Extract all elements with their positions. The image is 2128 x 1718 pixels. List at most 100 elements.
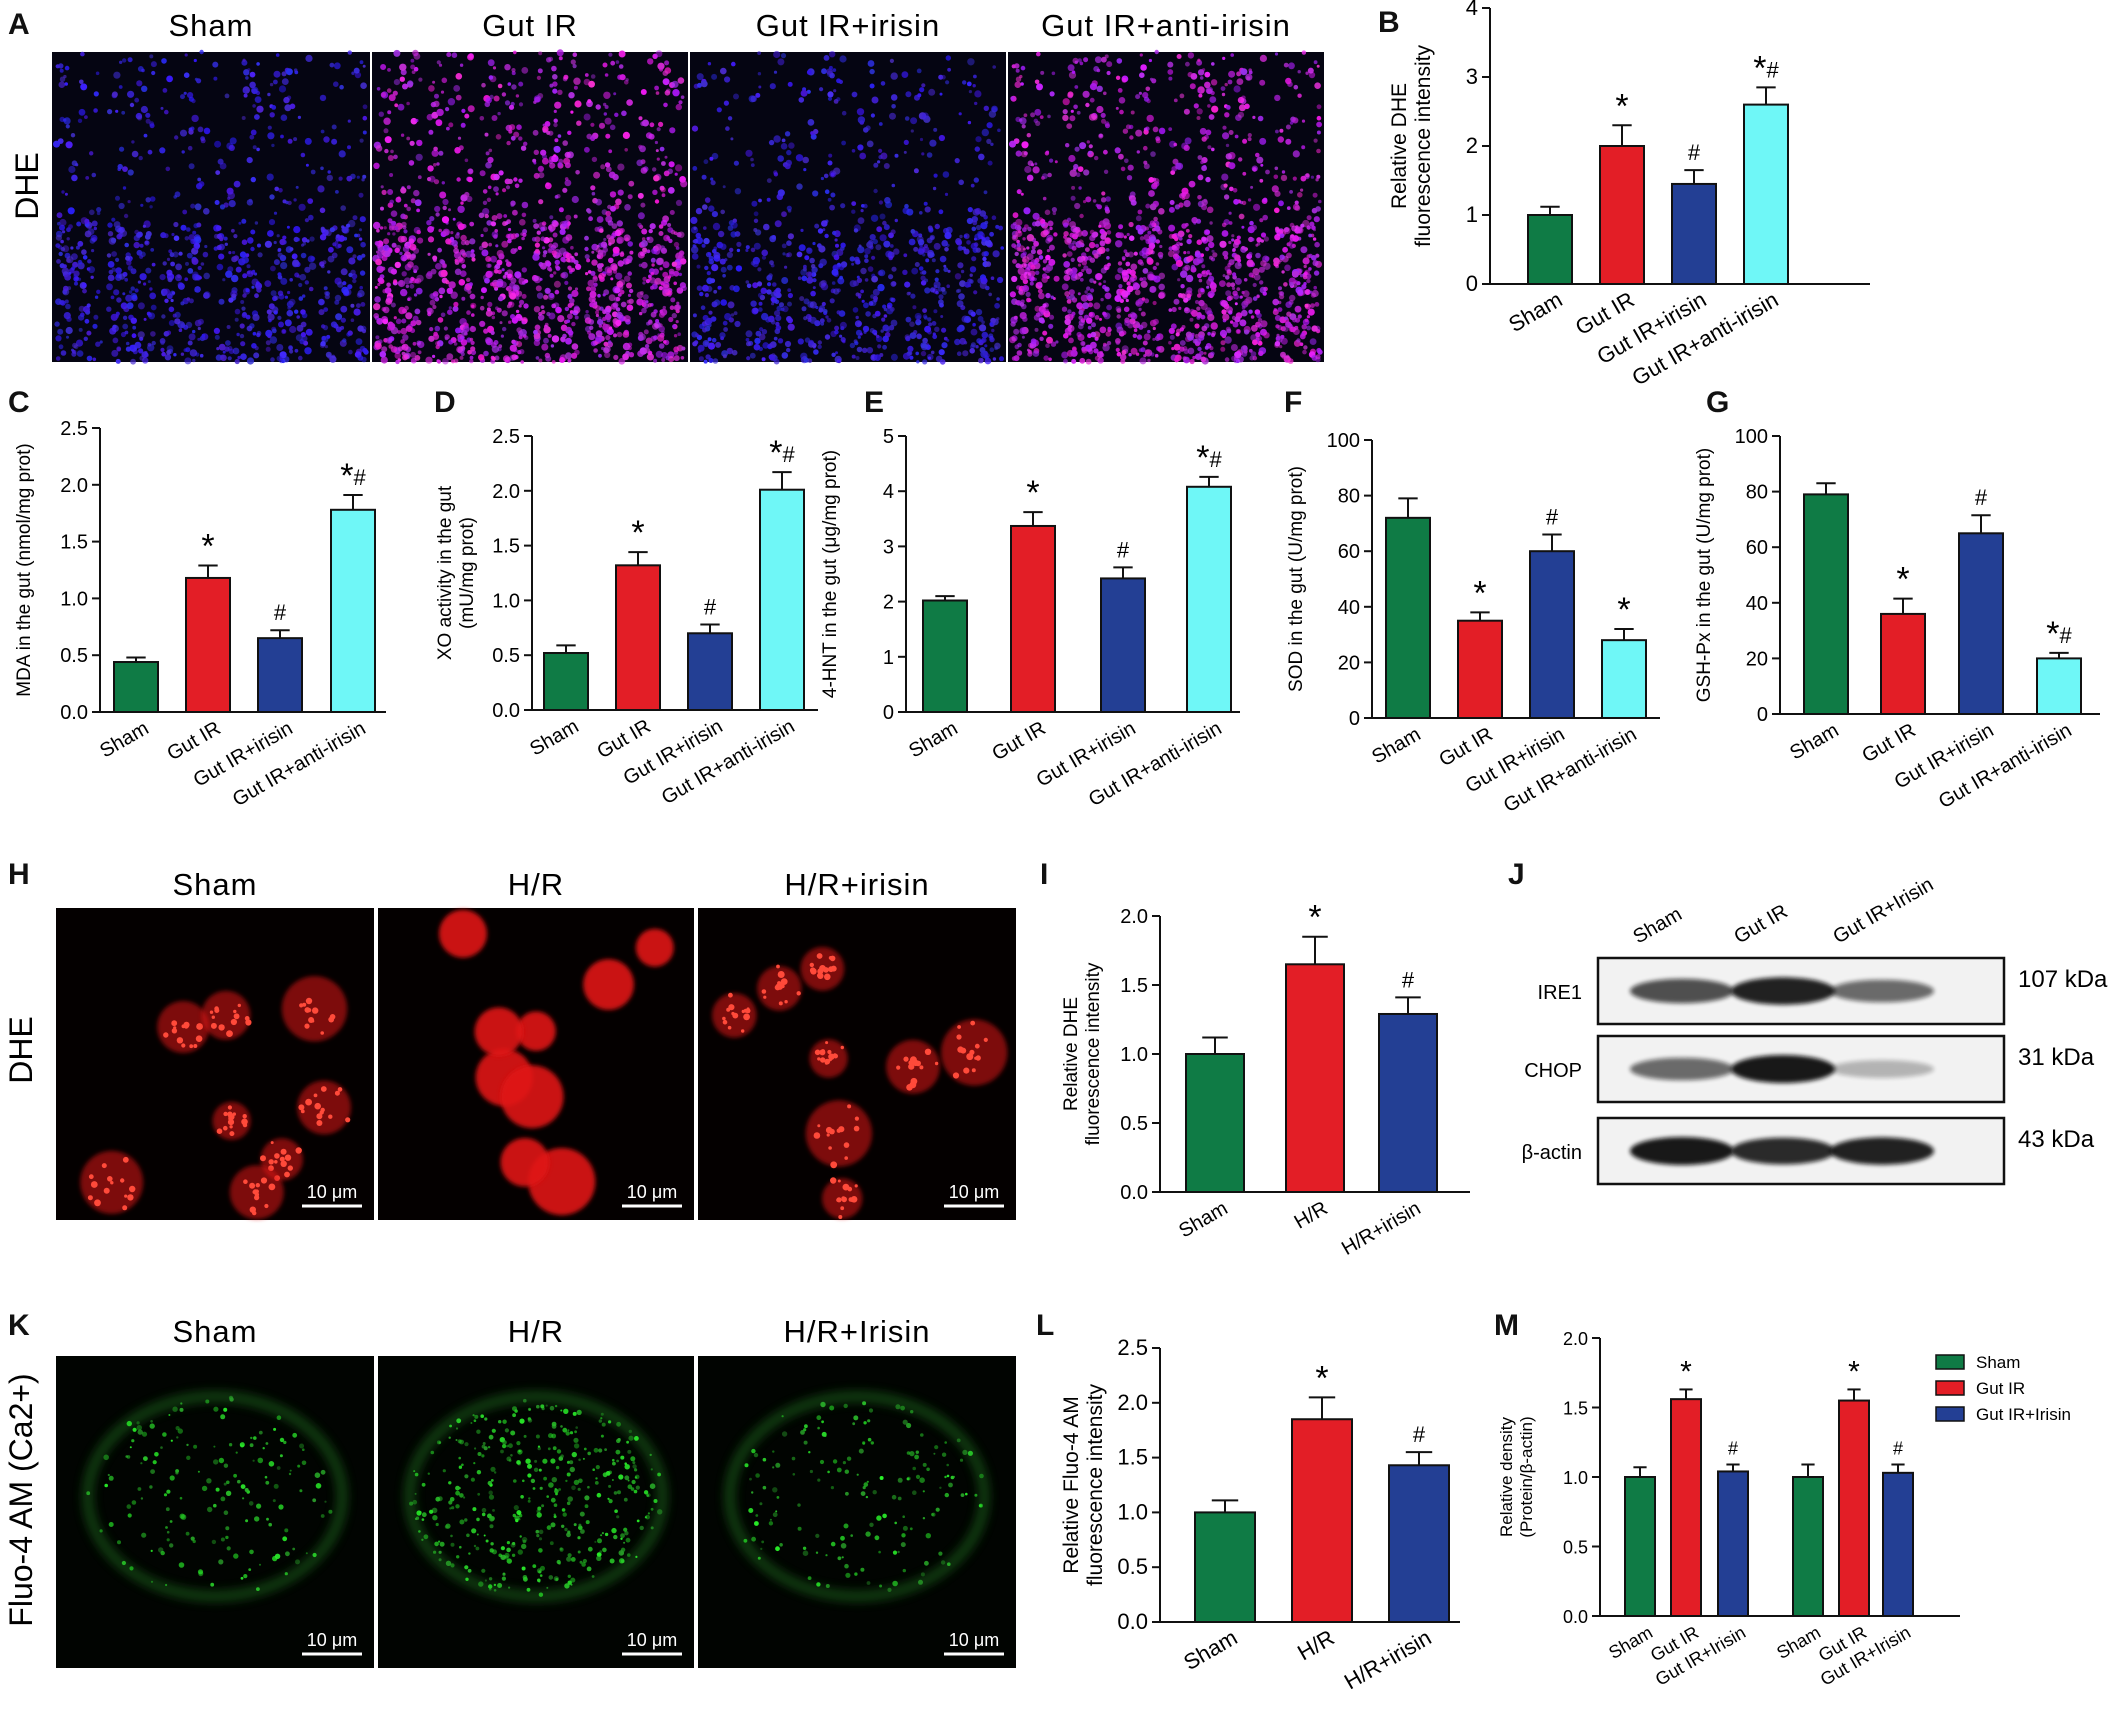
nucleus [938,209,944,215]
nucleus [447,98,456,106]
nucleus [757,72,762,76]
nucleus [1096,105,1104,114]
nucleus [994,342,1001,350]
nucleus [1302,257,1310,265]
nucleus [831,281,836,285]
nucleus [267,313,275,321]
nucleus [1222,250,1229,257]
nucleus [1026,297,1031,303]
nucleus [346,175,353,182]
nucleus [324,345,328,349]
nucleus [71,174,78,182]
fluo-dot [103,1454,109,1461]
nucleus [1275,335,1281,341]
cell-granule [728,1004,735,1011]
nucleus [1155,138,1161,144]
nucleus [288,298,296,306]
cell-granule [181,1024,186,1029]
nucleus [697,82,702,88]
nucleus [672,324,676,329]
nucleus [1297,289,1304,296]
nucleus [402,354,408,361]
nucleus [1048,323,1054,329]
nucleus [928,227,934,233]
nucleus [750,247,756,253]
nucleus [522,232,527,237]
nucleus [413,52,421,60]
fluo-dot [218,1457,225,1464]
nucleus [930,287,936,293]
nucleus [1224,82,1228,87]
nucleus [77,240,84,247]
nucleus [402,83,408,90]
nucleus [1073,104,1078,110]
nucleus [292,259,300,267]
nucleus [670,297,676,303]
nucleus [280,134,284,139]
nucleus [128,290,133,294]
nucleus [1197,346,1202,352]
nucleus [1014,251,1019,257]
nucleus [286,225,290,229]
nucleus [380,267,384,272]
nucleus [781,277,789,284]
nucleus [1121,77,1127,83]
nucleus [501,92,507,97]
nucleus [665,356,670,361]
nucleus [874,354,881,361]
nucleus [1085,102,1090,108]
nucleus [384,136,392,144]
nucleus [699,291,704,297]
nucleus [304,280,309,285]
nucleus [876,226,883,233]
cell-granule [741,1029,745,1033]
nucleus [720,266,727,273]
nucleus [478,245,484,251]
nucleus [178,251,183,256]
nucleus [1022,251,1027,256]
nucleus [390,210,398,217]
fluo-dot [108,1475,114,1481]
nucleus [469,293,476,300]
nucleus [1237,111,1245,118]
nucleus [1309,290,1313,294]
nucleus [439,294,443,299]
nucleus [1042,259,1048,264]
nucleus [84,318,90,324]
nucleus [340,305,348,313]
nucleus [849,256,855,262]
nucleus [274,186,280,192]
nucleus [1099,228,1105,235]
nucleus [812,241,816,246]
nucleus [1274,52,1279,56]
nucleus [981,236,987,241]
nucleus [304,218,309,223]
nucleus [617,189,624,196]
nucleus [178,328,183,333]
nucleus [1035,270,1040,275]
nucleus [1116,314,1121,319]
nucleus [487,156,494,164]
cell-granule [328,1114,333,1119]
nucleus [552,81,558,87]
nucleus [509,293,517,300]
nucleus [605,133,611,139]
fluo-dot [126,1504,132,1509]
nucleus [974,207,982,215]
nucleus [1032,350,1040,357]
nucleus [859,152,867,160]
panel-letter-i: I [1040,858,1048,891]
nucleus [1196,306,1201,311]
nucleus [265,346,271,352]
nucleus [1309,221,1315,227]
nucleus [301,312,308,319]
cell-granule [843,1142,850,1148]
nucleus [829,204,835,211]
nucleus [228,200,236,208]
nucleus [533,223,539,230]
fluo-dot [107,1473,110,1477]
nucleus [703,159,709,165]
nucleus [1297,314,1302,319]
nucleus [809,301,817,309]
nucleus [1153,275,1161,283]
